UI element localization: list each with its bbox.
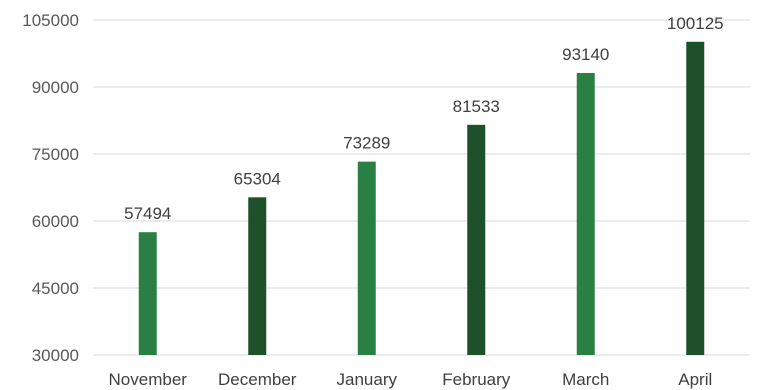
y-tick-label: 105000: [22, 11, 79, 30]
x-tick-label: March: [562, 370, 609, 389]
y-tick-label: 30000: [32, 346, 79, 365]
data-label: 73289: [343, 134, 390, 153]
bar-march: [576, 72, 595, 355]
data-label: 100125: [667, 14, 724, 33]
data-label: 81533: [453, 97, 500, 116]
x-tick-label: January: [337, 370, 398, 389]
data-label: 65304: [234, 169, 281, 188]
x-tick-label: November: [109, 370, 188, 389]
x-tick-label: December: [218, 370, 297, 389]
y-tick-label: 75000: [32, 145, 79, 164]
y-tick-label: 60000: [32, 212, 79, 231]
data-label: 93140: [562, 45, 609, 64]
x-tick-label: February: [442, 370, 511, 389]
data-label: 57494: [124, 204, 171, 223]
x-tick-label: April: [678, 370, 712, 389]
bar-november: [138, 232, 157, 355]
bar-april: [686, 41, 705, 356]
bar-december: [248, 197, 267, 355]
y-tick-label: 45000: [32, 279, 79, 298]
bar-february: [467, 124, 486, 355]
y-tick-label: 90000: [32, 78, 79, 97]
bar-january: [357, 161, 376, 355]
